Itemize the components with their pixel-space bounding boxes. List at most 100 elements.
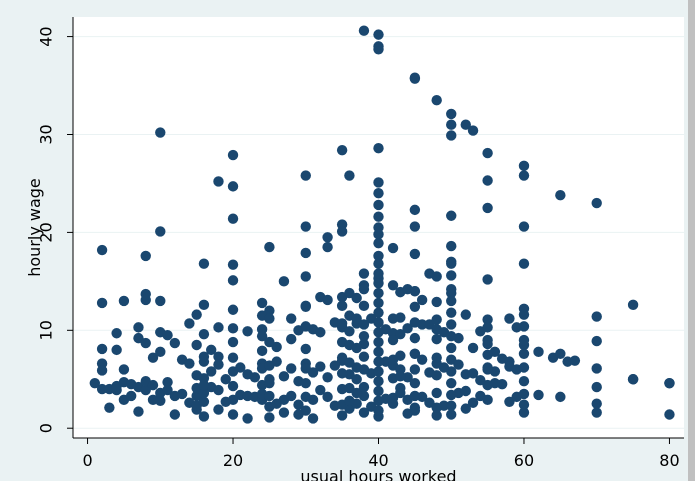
data-point [264, 336, 275, 348]
data-point [555, 348, 566, 359]
data-point [431, 387, 442, 399]
data-point [300, 300, 311, 312]
data-point [89, 377, 101, 389]
data-point [227, 394, 239, 406]
data-point [213, 384, 224, 396]
data-point [358, 25, 370, 36]
data-point [409, 317, 421, 328]
data-point [286, 333, 297, 345]
data-point [373, 385, 384, 397]
data-point [242, 413, 253, 424]
data-point [96, 365, 108, 376]
data-point [518, 407, 530, 418]
data-point [336, 144, 348, 156]
data-point [118, 364, 130, 375]
data-point [358, 364, 370, 375]
data-point [373, 395, 384, 406]
data-point [431, 410, 442, 421]
data-point [140, 384, 151, 396]
data-point [373, 336, 384, 348]
data-point [409, 332, 421, 344]
data-point [358, 381, 370, 393]
data-point [336, 300, 348, 312]
data-point [446, 295, 457, 307]
data-point [446, 240, 457, 252]
data-point [344, 326, 355, 337]
data-point [162, 376, 173, 388]
data-point [409, 377, 421, 389]
data-point [395, 329, 406, 340]
data-point [278, 407, 290, 418]
data-point [416, 294, 428, 306]
data-point [373, 278, 384, 289]
data-point [387, 313, 399, 324]
data-point [118, 295, 130, 307]
data-point [162, 329, 173, 341]
data-point [358, 300, 370, 312]
data-point [286, 313, 297, 324]
y-tick-label: 30 [37, 124, 56, 144]
data-point [533, 346, 544, 358]
data-point [460, 403, 471, 414]
data-point [555, 189, 566, 201]
data-point [358, 283, 370, 295]
data-point [256, 345, 268, 357]
data-point [140, 250, 151, 262]
data-point [446, 354, 457, 365]
data-point [446, 210, 457, 221]
data-point [373, 188, 384, 199]
data-point [286, 390, 297, 402]
data-point [555, 391, 566, 403]
data-point [518, 334, 530, 346]
data-point [431, 333, 442, 345]
data-point [133, 322, 144, 333]
data-point [424, 268, 435, 279]
data-point [591, 407, 602, 418]
data-point [446, 283, 457, 295]
x-tick-label: 80 [659, 451, 679, 470]
y-axis-title: hourly wage [25, 178, 44, 277]
data-point [482, 334, 493, 346]
data-point [358, 407, 370, 418]
window-edge [688, 0, 695, 481]
data-point [591, 335, 602, 347]
data-point [431, 314, 442, 325]
data-point [475, 375, 486, 386]
data-point [409, 73, 421, 84]
data-point [344, 170, 355, 181]
data-point [198, 387, 210, 399]
data-point [206, 344, 217, 356]
data-point [387, 242, 399, 254]
data-point [300, 221, 311, 232]
data-point [409, 348, 421, 359]
data-point [460, 385, 471, 397]
data-point [198, 351, 210, 362]
data-point [155, 346, 166, 358]
data-point [278, 276, 290, 287]
data-point [460, 309, 471, 320]
data-point [227, 304, 239, 315]
data-point [227, 366, 239, 377]
data-point [256, 330, 268, 342]
data-point [409, 301, 421, 313]
data-point [96, 244, 108, 256]
data-point [482, 379, 493, 391]
data-point [264, 390, 275, 402]
data-point [409, 402, 421, 413]
data-point [446, 400, 457, 411]
data-point [300, 247, 311, 259]
y-axis: 0 10 20 30 40 [37, 17, 74, 438]
data-point [147, 379, 159, 391]
data-point [344, 382, 355, 394]
y-tick-label: 10 [37, 320, 56, 340]
data-point [256, 297, 268, 309]
data-point [402, 323, 413, 334]
y-tick-label: 40 [37, 26, 56, 46]
data-point [329, 360, 341, 371]
data-point [140, 337, 151, 349]
data-point [416, 354, 428, 365]
data-point [373, 229, 384, 240]
data-point [227, 181, 239, 192]
data-point [518, 258, 530, 269]
